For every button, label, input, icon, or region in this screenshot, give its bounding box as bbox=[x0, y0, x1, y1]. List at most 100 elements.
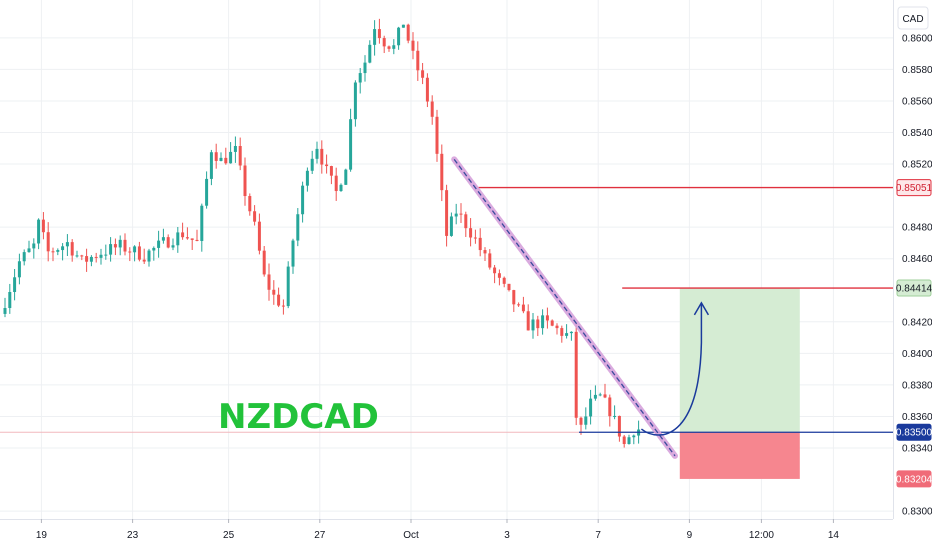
candle-body bbox=[613, 415, 617, 417]
time-tick-label: 7 bbox=[595, 530, 601, 541]
candle-body bbox=[157, 240, 161, 248]
stop-badge bbox=[896, 470, 932, 488]
candle-body bbox=[315, 148, 319, 159]
candle-body bbox=[579, 417, 583, 425]
candle-body bbox=[603, 394, 607, 398]
candle-body bbox=[608, 397, 612, 417]
candle-body bbox=[589, 398, 593, 417]
time-tick-label: 19 bbox=[36, 530, 48, 541]
currency-box[interactable] bbox=[897, 6, 929, 30]
candle-body bbox=[305, 170, 309, 186]
candle-body bbox=[161, 237, 165, 241]
candle-body bbox=[497, 273, 501, 278]
target-badge-label: 0.84414 bbox=[896, 284, 932, 295]
candle-body bbox=[209, 152, 213, 179]
candle-body bbox=[205, 178, 209, 206]
candle-body bbox=[593, 394, 597, 399]
candle-body bbox=[421, 70, 425, 78]
candle-body bbox=[454, 213, 458, 217]
candle-body bbox=[176, 232, 180, 246]
candle-body bbox=[137, 246, 141, 260]
candle-body bbox=[171, 245, 175, 248]
candle-body bbox=[257, 221, 261, 251]
candle-body bbox=[65, 242, 69, 247]
candle-body bbox=[401, 24, 405, 28]
candle-body bbox=[128, 251, 132, 253]
candle-body bbox=[147, 250, 151, 262]
candle-body bbox=[301, 185, 305, 215]
candle-body bbox=[8, 292, 12, 309]
time-axis[interactable]: 19 23 25 27 Oct 3 7 9 12:00 14 bbox=[0, 519, 893, 541]
candle-body bbox=[512, 290, 516, 305]
candle-body bbox=[536, 319, 540, 329]
candle-body bbox=[483, 250, 487, 254]
candle-body bbox=[425, 77, 429, 102]
candle-body bbox=[85, 256, 89, 262]
candles bbox=[3, 18, 641, 448]
currency-label: CAD bbox=[902, 14, 923, 25]
candle-body bbox=[334, 175, 338, 192]
candle-body bbox=[152, 247, 156, 251]
candle-body bbox=[229, 151, 233, 164]
symbol-label: NZDCAD bbox=[218, 397, 379, 437]
candle-body bbox=[488, 253, 492, 268]
candle-body bbox=[118, 239, 122, 248]
candle-body bbox=[349, 119, 353, 170]
candle-body bbox=[214, 152, 218, 161]
candle-body bbox=[61, 246, 65, 251]
arrow-curve bbox=[640, 302, 703, 436]
candle-body bbox=[109, 244, 113, 255]
candle-body bbox=[99, 254, 103, 258]
price-levels bbox=[0, 186, 893, 433]
candle-body bbox=[104, 254, 108, 256]
candle-body bbox=[627, 437, 631, 445]
candle-body bbox=[353, 82, 357, 120]
candle-body bbox=[344, 169, 348, 185]
support-badge-label: 0.83500 bbox=[896, 428, 932, 439]
candle-body bbox=[526, 311, 530, 331]
support-badge bbox=[896, 423, 932, 441]
candle-body bbox=[195, 239, 199, 241]
price-axis[interactable]: CAD 0.860000.858000.856000.854000.852000… bbox=[893, 0, 932, 519]
candle-body bbox=[89, 256, 93, 262]
candle-body bbox=[233, 146, 237, 152]
candle-body bbox=[224, 157, 228, 164]
candle-body bbox=[286, 266, 290, 307]
candle-body bbox=[320, 148, 324, 165]
candle-body bbox=[502, 277, 506, 284]
candle-body bbox=[238, 146, 242, 166]
candle-body bbox=[22, 252, 26, 262]
candle-body bbox=[113, 244, 117, 248]
candle-body bbox=[416, 50, 420, 71]
candle-body bbox=[253, 211, 257, 222]
candle-body bbox=[569, 331, 573, 334]
candle-body bbox=[262, 250, 266, 275]
candle-body bbox=[358, 73, 362, 83]
candle-body bbox=[13, 277, 17, 293]
candle-body bbox=[617, 415, 621, 437]
trendline-dashed bbox=[453, 158, 676, 457]
position-zones bbox=[679, 288, 800, 479]
candle-body bbox=[493, 267, 497, 274]
candle-body bbox=[445, 190, 449, 236]
candle-body bbox=[382, 38, 386, 47]
candle-body bbox=[517, 304, 521, 306]
stop-badge-label: 0.83204 bbox=[896, 474, 932, 485]
candle-body bbox=[133, 246, 137, 253]
candle-body bbox=[325, 164, 329, 167]
candle-body bbox=[574, 331, 578, 418]
candle-body bbox=[411, 40, 415, 51]
candle-body bbox=[435, 116, 439, 154]
candle-body bbox=[70, 242, 74, 256]
projection-arrow bbox=[640, 301, 710, 436]
